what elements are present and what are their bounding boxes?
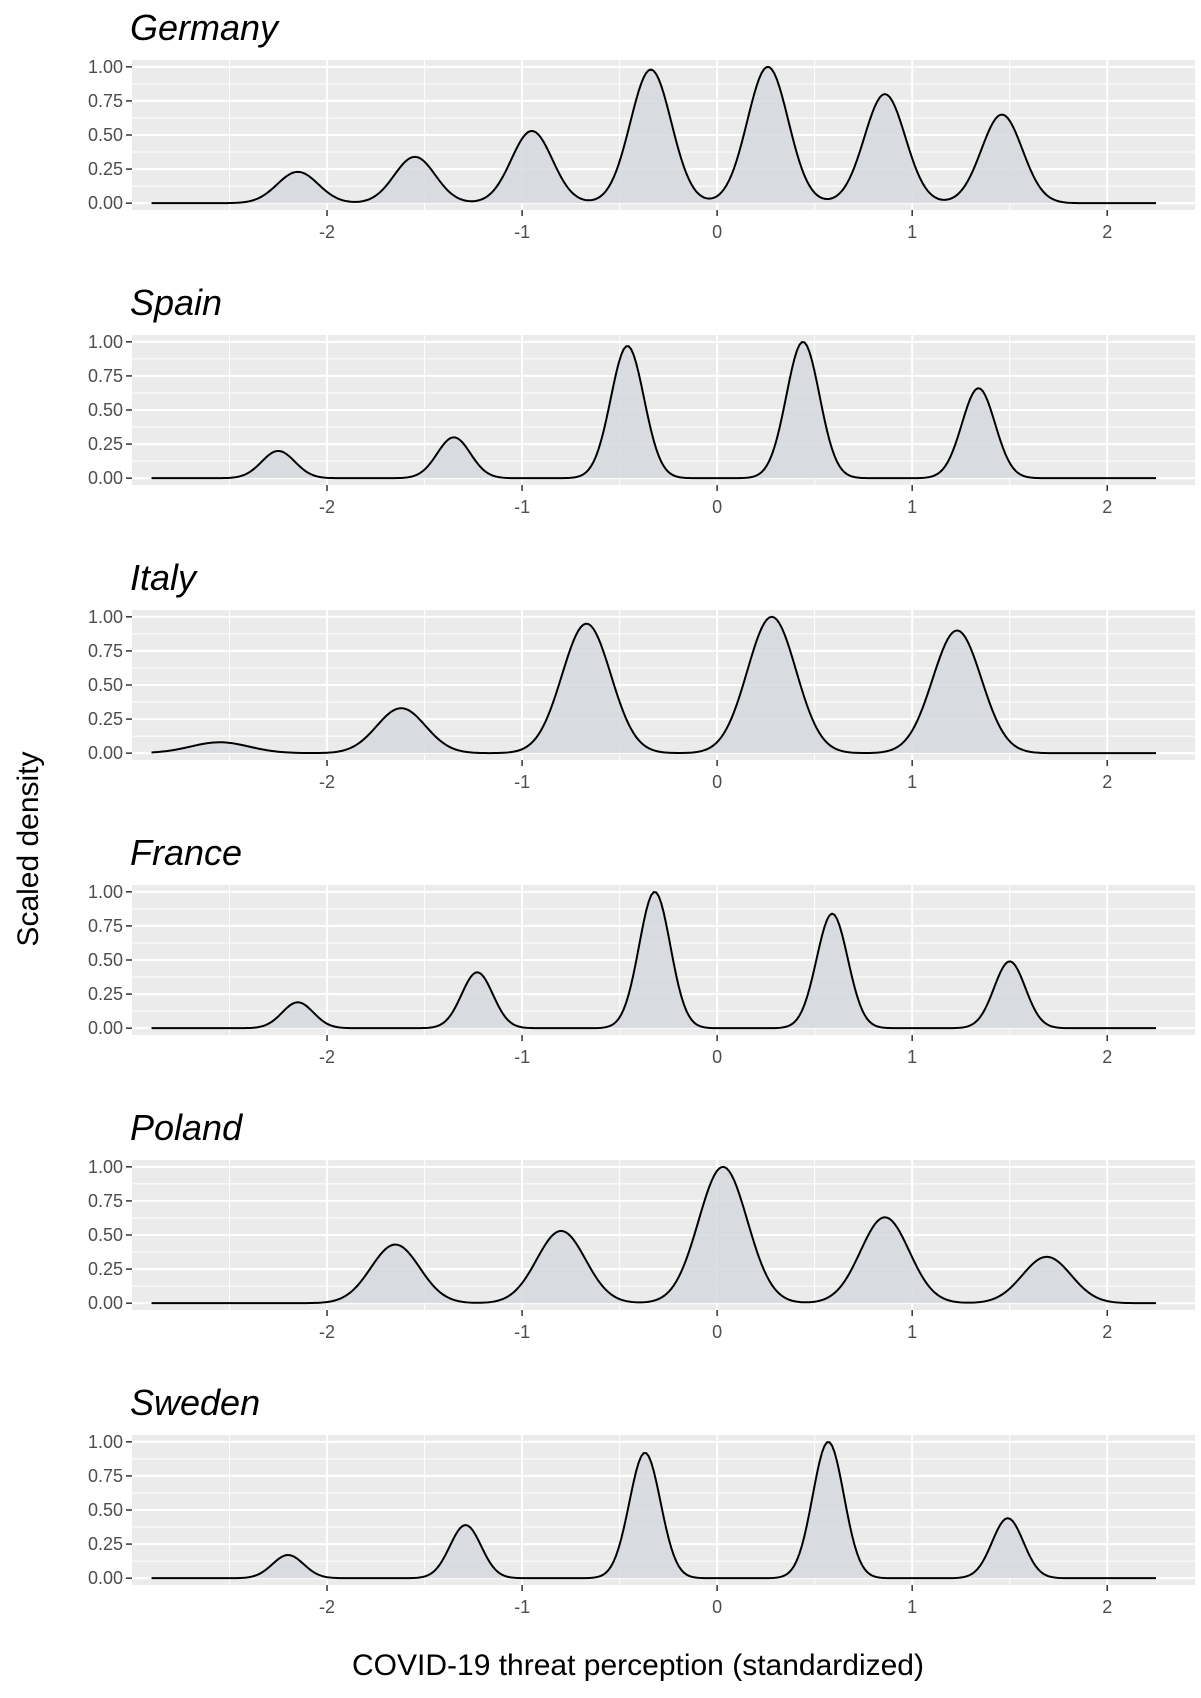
x-tick-label: 1 xyxy=(907,1047,917,1067)
y-tick-label: 0.25 xyxy=(88,984,123,1004)
y-tick-label: 1.00 xyxy=(88,332,123,352)
y-tick-label: 0.25 xyxy=(88,159,123,179)
x-tick-label: 0 xyxy=(712,222,722,242)
y-tick-label: 0.25 xyxy=(88,1534,123,1554)
x-tick-label: -1 xyxy=(514,497,530,517)
density-area xyxy=(151,1166,1156,1304)
y-tick-label: 1.00 xyxy=(88,57,123,77)
density-line xyxy=(151,891,1156,1030)
x-tick-label: 0 xyxy=(712,1322,722,1342)
x-tick-label: 2 xyxy=(1102,1597,1112,1617)
panel-germany: 0.00 0.25 0.50 0.75 1.00 -2 -1 0 1 2 Germany xyxy=(88,7,1195,242)
x-tick-label: 2 xyxy=(1102,1047,1112,1067)
x-tick-label: 1 xyxy=(907,1322,917,1342)
y-tick-label: 0.50 xyxy=(88,675,123,695)
y-tick-label: 0.00 xyxy=(88,468,123,488)
panels-layer: 0.000.250.500.751.00-2 -1 0 1 2Germany0.000.… xyxy=(88,7,1195,1617)
y-tick-label: 1.00 xyxy=(88,607,123,627)
y-tick-label: 0.00 xyxy=(88,1568,123,1588)
panel-title: Spain xyxy=(130,282,222,323)
y-tick-label: 0.00 xyxy=(88,1018,123,1038)
y-tick-label: 0.50 xyxy=(88,950,123,970)
y-axis-title: Scaled density xyxy=(12,751,45,946)
x-tick-label: 2 xyxy=(1102,222,1112,242)
x-tick-label: 0 xyxy=(712,772,722,792)
y-tick-label: 0.00 xyxy=(88,193,123,213)
x-tick-label: 0 xyxy=(712,1597,722,1617)
density-area xyxy=(151,342,1156,479)
x-tick-label: -2 xyxy=(319,1047,335,1067)
x-tick-label: 2 xyxy=(1102,497,1112,517)
y-tick-label: 1.00 xyxy=(88,1157,123,1177)
y-tick-label: 0.50 xyxy=(88,400,123,420)
x-axis-title: COVID-19 threat perception (standardized… xyxy=(352,1649,924,1682)
y-tick-label: 0.00 xyxy=(88,1293,123,1313)
density-line xyxy=(151,1165,1156,1305)
x-tick-label: 1 xyxy=(907,222,917,242)
density-area xyxy=(151,616,1156,754)
density-line xyxy=(151,341,1156,480)
density-line xyxy=(151,615,1156,755)
x-tick-label: -2 xyxy=(319,1322,335,1342)
panel-italy: 0.00 0.25 0.50 0.75 1.00 -2 -1 0 1 2 Italy xyxy=(88,557,1195,792)
panel-spain: 0.00 0.25 0.50 0.75 1.00 -2 -1 0 1 2 Spain xyxy=(88,282,1195,517)
y-tick-label: 0.75 xyxy=(88,916,123,936)
y-tick-label: 0.75 xyxy=(88,366,123,386)
y-tick-label: 0.25 xyxy=(88,1259,123,1279)
x-tick-label: -1 xyxy=(514,1597,530,1617)
panel-title: Italy xyxy=(130,557,198,598)
x-tick-label: -1 xyxy=(514,772,530,792)
x-tick-label: 0 xyxy=(712,497,722,517)
y-tick-label: 0.75 xyxy=(88,91,123,111)
y-tick-label: 0.50 xyxy=(88,1225,123,1245)
y-tick-label: 0.50 xyxy=(88,125,123,145)
panel-title: Sweden xyxy=(130,1382,260,1423)
x-tick-label: -2 xyxy=(319,497,335,517)
density-area xyxy=(151,67,1156,204)
x-tick-label: 1 xyxy=(907,497,917,517)
panel-title: France xyxy=(130,832,242,873)
density-area xyxy=(151,1442,1156,1579)
x-tick-label: -2 xyxy=(319,772,335,792)
x-tick-label: -1 xyxy=(514,222,530,242)
y-tick-label: 0.75 xyxy=(88,1191,123,1211)
y-tick-label: 0.25 xyxy=(88,709,123,729)
y-tick-label: 0.25 xyxy=(88,434,123,454)
x-tick-label: 2 xyxy=(1102,1322,1112,1342)
y-tick-label: 0.75 xyxy=(88,641,123,661)
x-tick-label: 2 xyxy=(1102,772,1112,792)
panel-poland: 0.00 0.25 0.50 0.75 1.00 -2 -1 0 1 2 Poland xyxy=(88,1107,1195,1342)
density-line xyxy=(151,1441,1156,1580)
panel-france: 0.00 0.25 0.50 0.75 1.00 -2 -1 0 1 2 France xyxy=(88,832,1195,1067)
x-tick-label: -2 xyxy=(319,222,335,242)
x-tick-label: -1 xyxy=(514,1047,530,1067)
x-tick-label: 0 xyxy=(712,1047,722,1067)
panel-sweden: 0.00 0.25 0.50 0.75 1.00 -2 -1 0 1 2 Sweden xyxy=(88,1382,1195,1617)
x-tick-label: -1 xyxy=(514,1322,530,1342)
panel-title: Germany xyxy=(130,7,280,48)
y-tick-label: 0.00 xyxy=(88,743,123,763)
y-tick-label: 0.50 xyxy=(88,1500,123,1520)
density-area xyxy=(151,892,1156,1029)
density-line xyxy=(151,65,1156,205)
y-tick-label: 1.00 xyxy=(88,882,123,902)
x-tick-label: -2 xyxy=(319,1597,335,1617)
y-tick-label: 1.00 xyxy=(88,1432,123,1452)
x-tick-label: 1 xyxy=(907,772,917,792)
panel-title: Poland xyxy=(130,1107,243,1148)
y-tick-label: 0.75 xyxy=(88,1466,123,1486)
x-tick-label: 1 xyxy=(907,1597,917,1617)
